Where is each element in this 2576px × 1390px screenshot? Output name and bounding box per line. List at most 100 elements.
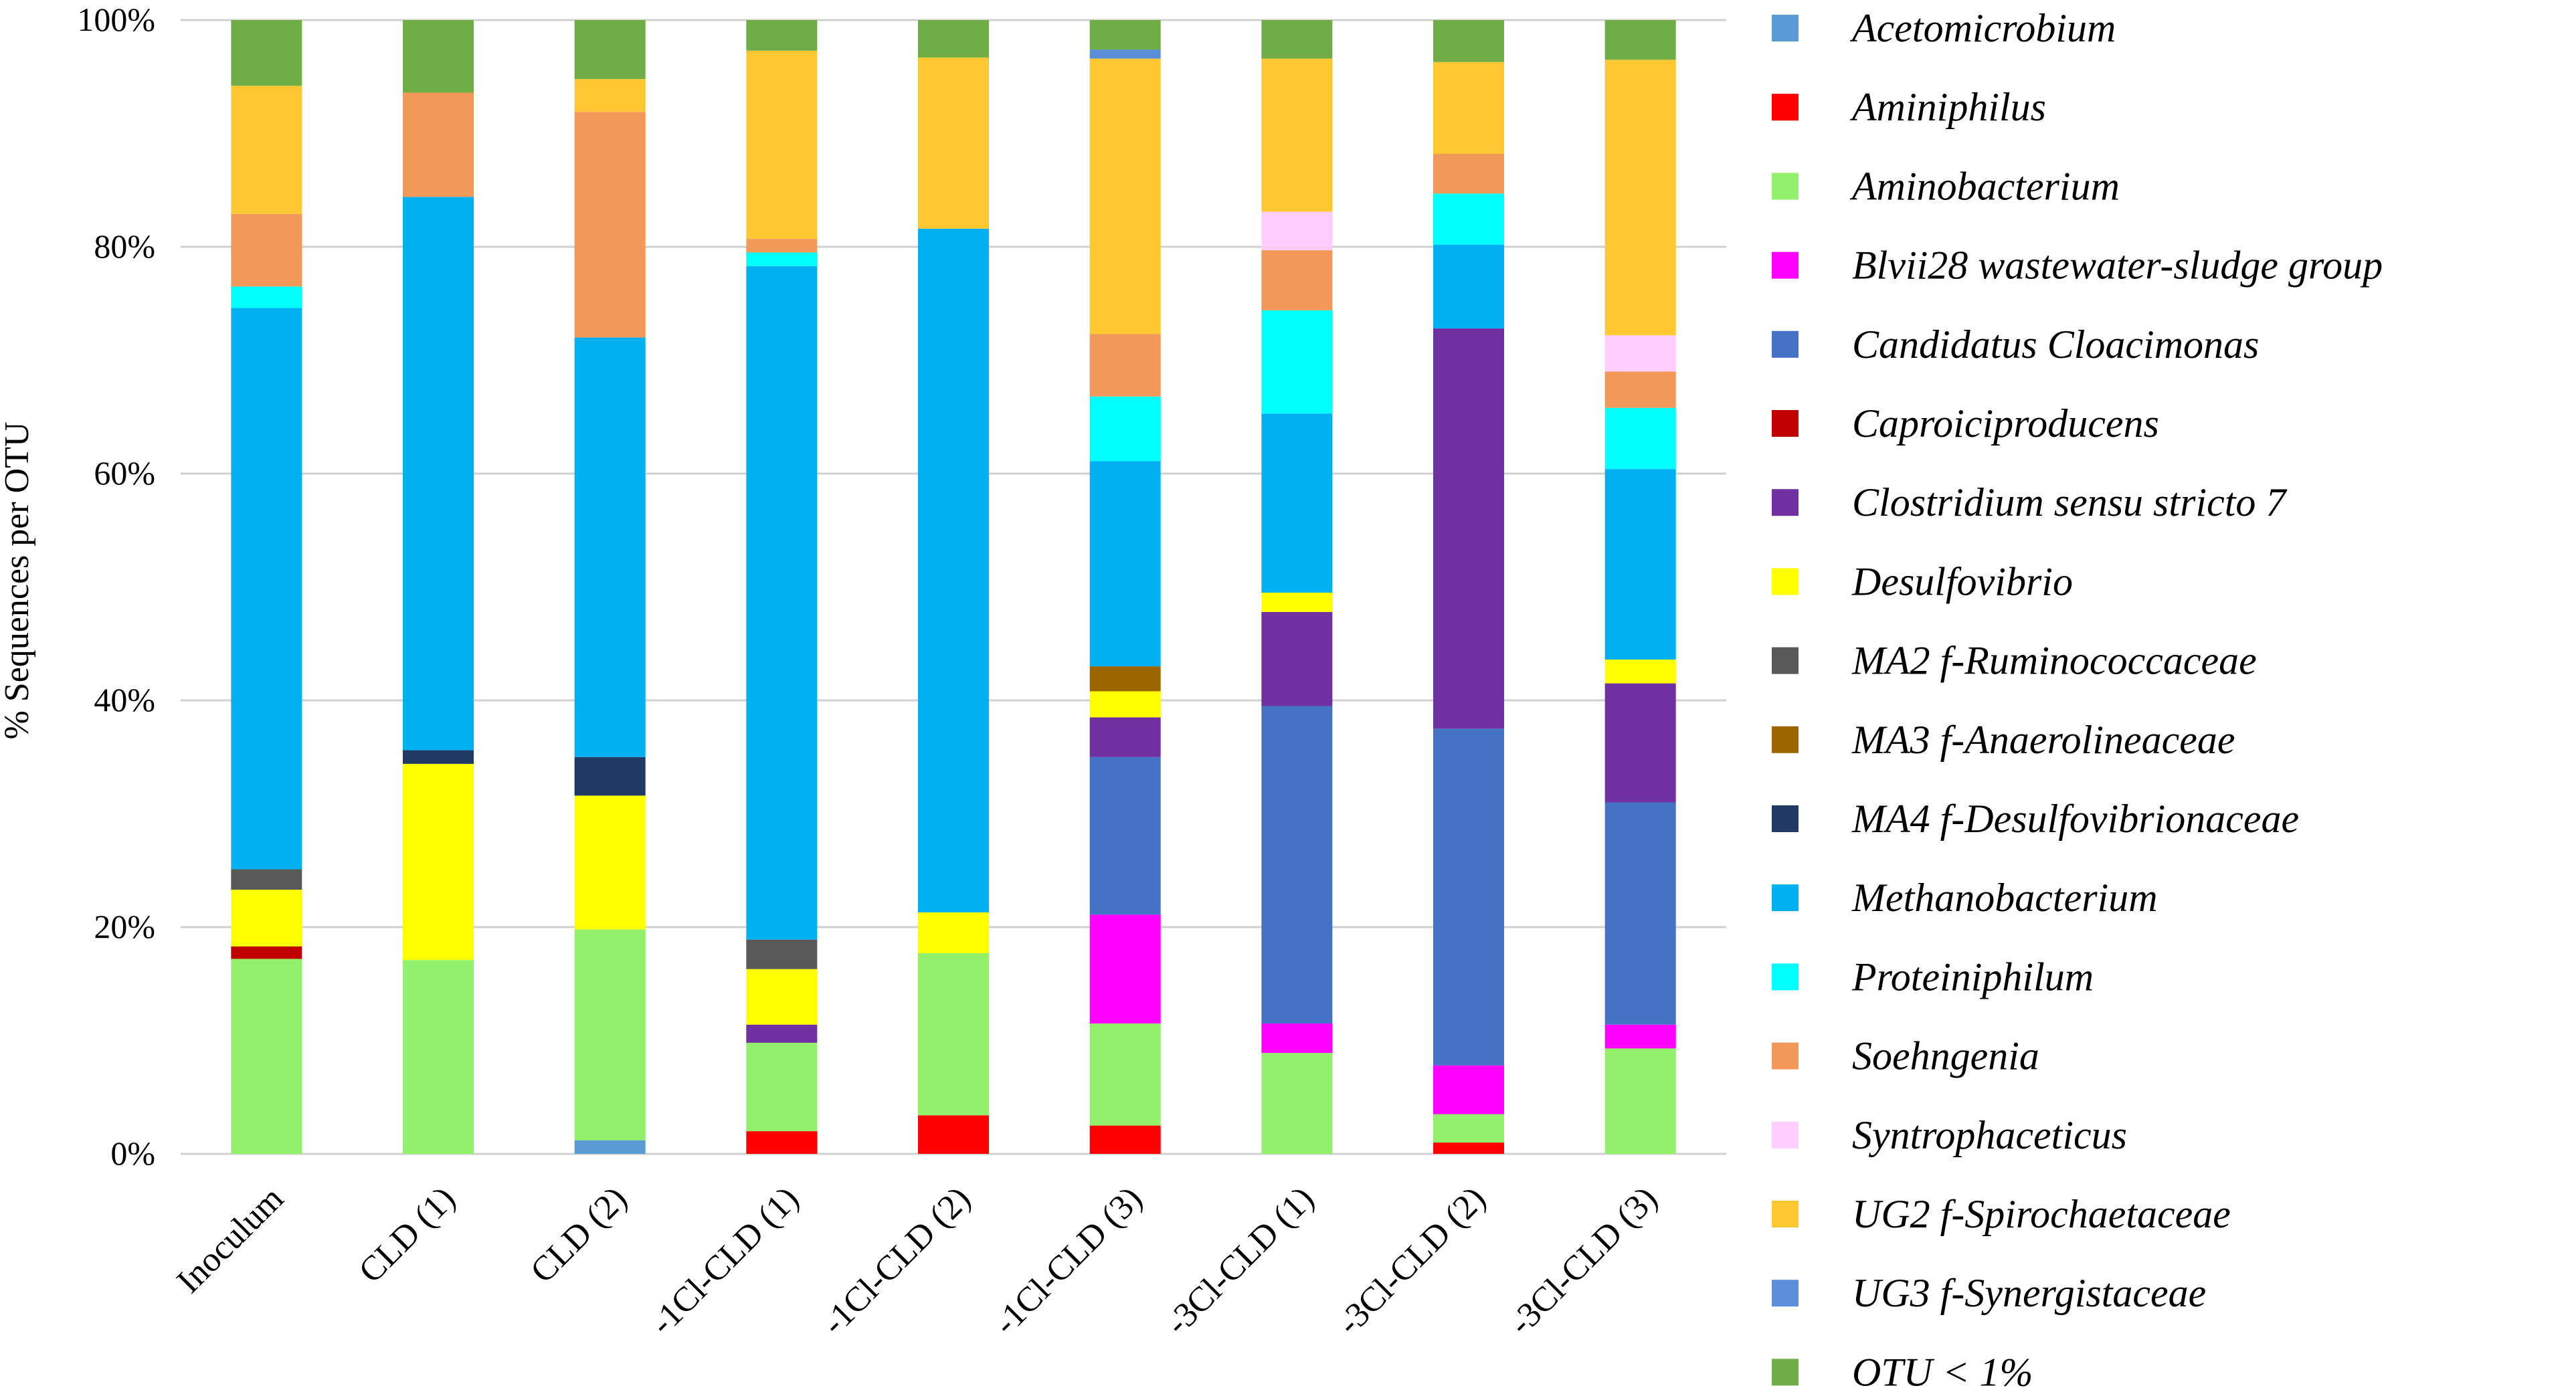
bar-stack: Aminobacterium: 9.3%Blvii28 wastewater-s… bbox=[1604, 20, 1676, 1154]
legend-label: Aminiphilus bbox=[1849, 85, 2046, 129]
bar-segment: MA4 f-Desulfovibrionaceae: 1.2% bbox=[403, 750, 474, 764]
bar-segment: Proteiniphilum: 4.5% bbox=[1433, 193, 1504, 245]
legend-swatch bbox=[1772, 173, 1799, 200]
legend-label: UG3 f-Synergistaceae bbox=[1852, 1271, 2206, 1315]
bar-segment: Aminobacterium: 17.1% bbox=[403, 960, 474, 1154]
legend-swatch bbox=[1772, 805, 1799, 832]
legend-label: Blvii28 wastewater-sludge group bbox=[1852, 243, 2383, 288]
legend-label: Desulfovibrio bbox=[1851, 559, 2073, 603]
legend-label: UG2 f-Spirochaetaceae bbox=[1852, 1192, 2231, 1236]
bar-segment: Aminiphilus: 3.4% bbox=[918, 1115, 989, 1154]
bar-segment: Blvii28 wastewater-sludge group: 2.1% bbox=[1604, 1024, 1676, 1049]
bar-segment: UG2 f-Spirochaetaceae: 24.3% bbox=[1089, 58, 1161, 334]
bar-segment: Desulfovibrio: 1.7% bbox=[1261, 592, 1333, 612]
bar-segment: Aminobacterium: 7.8% bbox=[746, 1042, 818, 1132]
legend-item: Caproiciproducens bbox=[1772, 401, 2159, 445]
bar-segment: Soehngenia: 1.2% bbox=[746, 239, 818, 253]
x-tick-label: Inoculum bbox=[170, 1179, 291, 1300]
bar-segment: Acetomicrobium: 1.2% bbox=[574, 1140, 646, 1154]
bar-segment: Aminiphilus: 1% bbox=[1433, 1143, 1504, 1154]
legend-swatch bbox=[1772, 726, 1799, 753]
bar-segment: Soehngenia: 3.5% bbox=[1433, 154, 1504, 194]
legend-swatch bbox=[1772, 15, 1799, 41]
bar-segment: Methanobacterium: 60.3% bbox=[918, 228, 989, 912]
bar-segment: Methanobacterium: 16.8% bbox=[1604, 469, 1676, 660]
legend-label: Syntrophaceticus bbox=[1852, 1113, 2127, 1157]
bar-stack: Aminobacterium: 17.1%Desulfovibrio: 17.3… bbox=[403, 20, 474, 1154]
x-tick-label: -3Cl-CLD (2) bbox=[1330, 1179, 1493, 1343]
bar-segment: Candidatus Cloacimonas: 19.6% bbox=[1604, 802, 1676, 1025]
bar-segment: Blvii28 wastewater-sludge group: 9.6% bbox=[1089, 914, 1161, 1024]
bars-layer: Aminobacterium: 17.2%Caproiciproducens: … bbox=[231, 20, 1676, 1154]
bar-segment: OTU < 1%: 6.4% bbox=[403, 20, 474, 93]
bar-segment: Desulfovibrio: 3.6% bbox=[918, 912, 989, 953]
bar-segment: Methanobacterium: 7.4% bbox=[1433, 244, 1504, 329]
bar-segment: Methanobacterium: 48.8% bbox=[403, 197, 474, 751]
bar-segment: Aminobacterium: 8.9% bbox=[1261, 1053, 1333, 1154]
bar-segment: MA4 f-Desulfovibrionaceae: 3.4% bbox=[574, 757, 646, 796]
bar-segment: Syntrophaceticus: 3.2% bbox=[1604, 335, 1676, 372]
legend-label: Soehngenia bbox=[1852, 1034, 2039, 1078]
bar-segment: OTU < 1%: 2.7% bbox=[746, 20, 818, 51]
legend-label: Methanobacterium bbox=[1851, 876, 2158, 920]
bar-segment: Desulfovibrio: 4.9% bbox=[746, 969, 818, 1025]
x-tick-label: -1Cl-CLD (2) bbox=[815, 1179, 978, 1343]
legend-item: Proteiniphilum bbox=[1772, 955, 2094, 999]
bar-segment: Soehngenia: 19.9% bbox=[574, 112, 646, 338]
bar-segment: MA2 f-Ruminococcaceae: 2.6% bbox=[746, 939, 818, 969]
bar-segment: Desulfovibrio: 2.1% bbox=[1604, 659, 1676, 684]
bar-stack: Aminiphilus: 1%Aminobacterium: 2.5%Blvii… bbox=[1433, 20, 1504, 1154]
legend-swatch bbox=[1772, 1280, 1799, 1307]
bar-segment: Clostridium sensu stricto 7: 1.6% bbox=[746, 1024, 818, 1043]
legend-item: MA4 f-Desulfovibrionaceae bbox=[1772, 797, 2299, 841]
legend-swatch bbox=[1772, 647, 1799, 674]
bar-segment: Methanobacterium: 18.1% bbox=[1089, 461, 1161, 667]
x-tick-label: -3Cl-CLD (1) bbox=[1158, 1179, 1321, 1343]
bar-segment: Methanobacterium: 59.4% bbox=[746, 266, 818, 940]
bar-segment: Desulfovibrio: 17.3% bbox=[403, 763, 474, 961]
legend-item: Candidatus Cloacimonas bbox=[1772, 322, 2259, 367]
bar-segment: Syntrophaceticus: 3.4% bbox=[1261, 211, 1333, 251]
bar-segment: Soehngenia: 5.3% bbox=[1261, 250, 1333, 310]
legend-swatch bbox=[1772, 1042, 1799, 1070]
y-tick-label: 100% bbox=[77, 1, 155, 38]
bar-segment: Blvii28 wastewater-sludge group: 2.6% bbox=[1261, 1023, 1333, 1054]
legend-label: Candidatus Cloacimonas bbox=[1852, 322, 2259, 367]
bar-segment: Clostridium sensu stricto 7: 35.3% bbox=[1433, 328, 1504, 729]
bar-segment: MA3 f-Anaerolineaceae: 2.2% bbox=[1089, 666, 1161, 692]
bar-segment: Proteiniphilum: 1.2% bbox=[746, 252, 818, 266]
bar-stack: Aminobacterium: 17.2%Caproiciproducens: … bbox=[231, 20, 302, 1154]
legend-label: OTU < 1% bbox=[1852, 1350, 2033, 1387]
x-tick-label: CLD (1) bbox=[352, 1179, 463, 1290]
legend-item: MA2 f-Ruminococcaceae bbox=[1772, 639, 2257, 683]
bar-segment: Methanobacterium: 37% bbox=[574, 337, 646, 757]
legend-label: Proteiniphilum bbox=[1851, 955, 2094, 999]
bar-segment: Aminiphilus: 2.5% bbox=[1089, 1125, 1161, 1154]
bar-segment: Desulfovibrio: 2.3% bbox=[1089, 691, 1161, 718]
legend-swatch bbox=[1772, 410, 1799, 437]
bar-segment: Soehngenia: 3.2% bbox=[1604, 371, 1676, 408]
y-tick-label: 20% bbox=[94, 908, 155, 945]
bar-segment: Methanobacterium: 49.5% bbox=[231, 308, 302, 870]
bar-segment: Desulfovibrio: 11.8% bbox=[574, 795, 646, 930]
legend: Acetomicrobium Aminiphilus Aminobacterium B… bbox=[1772, 6, 2383, 1390]
legend-item: Acetomicrobium bbox=[1772, 6, 2116, 50]
bar-segment: Clostridium sensu stricto 7: 10.5% bbox=[1604, 683, 1676, 803]
bar-segment: UG2 f-Spirochaetaceae: 11.3% bbox=[231, 86, 302, 214]
legend-swatch bbox=[1772, 94, 1799, 121]
bar-segment: Caproiciproducens: 1.1% bbox=[231, 946, 302, 959]
legend-item: Soehngenia bbox=[1772, 1034, 2039, 1078]
bar-segment: Aminiphilus: 2% bbox=[746, 1131, 818, 1154]
legend-label: MA4 f-Desulfovibrionaceae bbox=[1851, 797, 2299, 841]
bar-segment: OTU < 1%: 3.5% bbox=[1604, 20, 1676, 60]
legend-swatch bbox=[1772, 568, 1799, 595]
bar-stack: Aminobacterium: 8.9%Blvii28 wastewater-s… bbox=[1261, 20, 1333, 1154]
bar-segment: Methanobacterium: 15.8% bbox=[1261, 413, 1333, 593]
bar-stack: Aminiphilus: 2%Aminobacterium: 7.8%Clost… bbox=[746, 20, 818, 1154]
legend-swatch bbox=[1772, 489, 1799, 516]
bar-segment: Proteiniphilum: 1.9% bbox=[231, 286, 302, 308]
legend-swatch bbox=[1772, 252, 1799, 279]
bar-segment: Blvii28 wastewater-sludge group: 4.3% bbox=[1433, 1065, 1504, 1114]
